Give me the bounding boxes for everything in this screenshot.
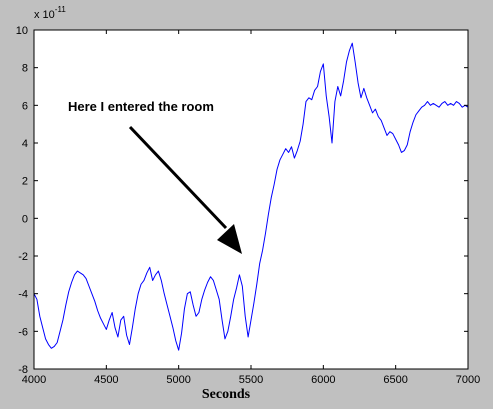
x-tick-label: 5000 (166, 374, 190, 386)
y-tick-label: 2 (22, 176, 28, 188)
x-axis-title: Seconds (202, 387, 251, 402)
x-tick-label: 6500 (383, 374, 407, 386)
annotation-arrow (128, 125, 242, 254)
annotation-arrow-head (217, 224, 242, 254)
annotation-arrow-shaft (128, 125, 228, 230)
x-tick-label: 4000 (22, 374, 46, 386)
y-scale-label: x 10-11 (34, 5, 66, 21)
y-tick-label: 6 (22, 100, 28, 112)
y-scale-base: x 10 (34, 9, 55, 21)
y-tick-label: 0 (22, 213, 28, 225)
y-tick-label: -6 (18, 326, 28, 338)
y-tick-label: 8 (22, 63, 28, 75)
ticks-layer: 4000 4500 5000 5500 6000 6500 7000 -8 -6 -4 -2 0 2 4 6… (16, 25, 480, 386)
data-layer (33, 42, 469, 351)
y-tick-label: -8 (18, 364, 28, 376)
y-tick-label: -2 (18, 251, 28, 263)
series-line (33, 42, 469, 351)
x-tick-label: 7000 (456, 374, 480, 386)
y-tick-label: 10 (16, 25, 28, 37)
x-tick-label: 5500 (239, 374, 263, 386)
x-tick-label: 4500 (94, 374, 118, 386)
y-scale-exponent: -11 (55, 5, 67, 14)
plot-area (34, 30, 468, 369)
x-tick-label: 6000 (311, 374, 335, 386)
y-tick-label: -4 (18, 289, 28, 301)
annotation-text: Here I entered the room (68, 99, 214, 114)
y-tick-label: 4 (22, 138, 28, 150)
